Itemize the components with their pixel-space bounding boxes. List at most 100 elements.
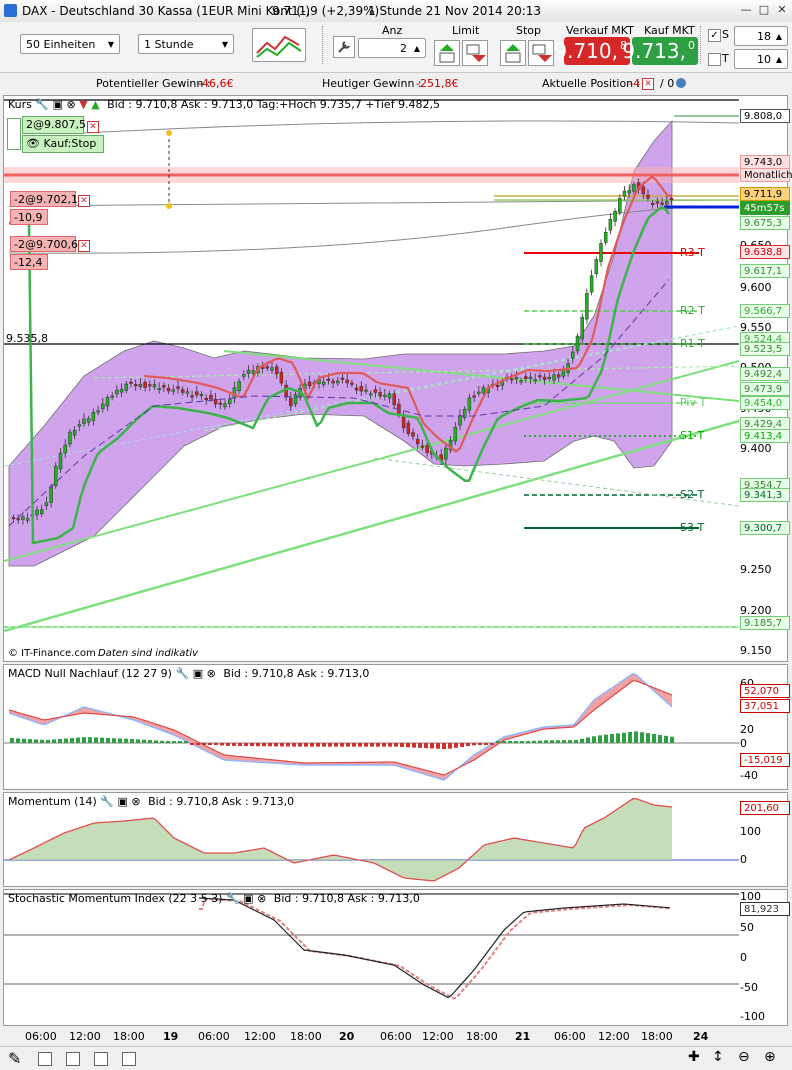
time-tick: 12:00 [598, 1030, 630, 1043]
close-icon[interactable]: ⊗ [257, 892, 267, 905]
candle [383, 394, 387, 397]
spinner-icon: ▲ [413, 44, 420, 53]
close-icon[interactable]: ✕ [777, 3, 787, 16]
candle [321, 381, 326, 385]
histogram-bar [664, 735, 668, 743]
histogram-bar [178, 741, 182, 743]
interval-select[interactable]: 1 Stunde ▼ [138, 34, 234, 54]
order-toolbar: 50 Einheiten ▼ 1 Stunde ▼ Anz 2 ▲ Limit Sto… [0, 22, 792, 73]
candle [11, 517, 16, 520]
histogram-bar [202, 743, 206, 745]
gear-icon[interactable] [676, 78, 686, 88]
candle [162, 385, 166, 388]
price-box: 9.617,1 [740, 264, 790, 278]
price-box: 9.185,7 [740, 616, 790, 630]
window-icon[interactable]: ▣ [117, 795, 128, 808]
candle [68, 431, 72, 445]
axis-label: -40 [740, 769, 758, 782]
chevron-down-icon: ▼ [221, 40, 228, 49]
time-tick: 06:00 [554, 1030, 586, 1043]
panel-info: Bid : 9.710,8 Ask : 9.713,0 [223, 667, 370, 680]
wrench-icon[interactable]: 🔧 [100, 795, 114, 808]
histogram-bar [10, 738, 14, 743]
move-icon[interactable]: ↕ [712, 1049, 724, 1065]
histogram-bar [268, 743, 272, 747]
time-tick: 20 [339, 1030, 355, 1043]
histogram-bar [28, 739, 32, 743]
zoom-in-icon[interactable]: ⊕ [764, 1049, 776, 1065]
histogram-bar [16, 738, 20, 743]
order-type-badge[interactable]: 👁 Kauf:Stop [22, 135, 104, 153]
wrench-icon[interactable]: 🔧 [175, 667, 190, 680]
histogram-bar [556, 740, 560, 743]
wrench-icon[interactable]: 🔧 [225, 892, 240, 905]
histogram-bar [184, 741, 188, 743]
panel-title: Kurs [8, 98, 32, 111]
wrench-icon[interactable] [333, 36, 355, 58]
pen-icon[interactable]: ✎ [8, 1049, 22, 1068]
histogram-bar [514, 741, 518, 743]
close-position-icon[interactable]: ✕ [78, 195, 90, 207]
close-icon[interactable]: ⊗ [66, 98, 76, 111]
window-icon[interactable]: ▣ [192, 667, 204, 680]
price-box: 9.523,5 [740, 342, 790, 356]
close-position-icon[interactable]: ✕ [642, 78, 654, 90]
s-spinner[interactable]: 18 ▲ [734, 26, 788, 46]
maximize-icon[interactable]: □ [758, 3, 770, 16]
smi-chart[interactable] [4, 890, 789, 1027]
anz-value: 2 [400, 42, 407, 55]
candle [148, 384, 152, 387]
wrench-icon[interactable]: 🔧 [35, 98, 50, 111]
histogram-bar [208, 743, 212, 745]
units-select[interactable]: 50 Einheiten ▼ [20, 34, 120, 54]
macd-chart[interactable] [4, 665, 789, 791]
candle [166, 387, 171, 392]
limit-buy-icon [439, 44, 455, 63]
zoom-out-icon[interactable]: ⊖ [738, 1049, 750, 1065]
grid-icon[interactable] [38, 1052, 52, 1066]
close-icon[interactable]: ⊗ [131, 795, 141, 808]
close-order-icon[interactable]: ✕ [87, 121, 99, 133]
signal-value-box: 37,051 [740, 699, 790, 713]
down-icon[interactable]: ▼ [79, 98, 88, 111]
price-chart[interactable] [4, 96, 789, 663]
columns-icon[interactable] [66, 1052, 80, 1066]
t-checkbox[interactable] [708, 53, 721, 66]
close-position-icon[interactable]: ✕ [78, 240, 90, 252]
crosshair-icon[interactable]: ✚ [688, 1049, 700, 1065]
buy-market-button[interactable]: 9.713, 0 [622, 37, 698, 65]
order-group-handle[interactable] [7, 118, 21, 150]
macd-panel: MACD Null Nachlauf (12 27 9) 🔧 ▣ ⊗ Bid :… [3, 664, 790, 791]
s-checkbox[interactable]: ✓ [708, 29, 721, 42]
histogram-bar [70, 738, 74, 743]
momentum-line [8, 798, 673, 882]
toolbar-divider [700, 26, 705, 64]
candle [406, 422, 411, 434]
stop-sell-button[interactable] [528, 40, 554, 66]
candle [138, 383, 143, 388]
buy-stop-order[interactable]: 2@9.807,5 [22, 116, 86, 134]
short-position-2[interactable]: -2@9.700,6 [10, 236, 78, 252]
list-icon[interactable] [94, 1052, 108, 1066]
histogram-bar [604, 734, 608, 743]
up-icon[interactable]: ▲ [91, 98, 100, 111]
t-spinner[interactable]: 10 ▲ [734, 49, 788, 69]
chart-type-button[interactable] [252, 28, 306, 62]
anz-spinner[interactable]: 2 ▲ [358, 38, 426, 58]
histogram-bar [118, 738, 122, 743]
window-icon[interactable]: ▣ [52, 98, 63, 111]
sell-market-button[interactable]: 9.710, 8 [554, 37, 630, 65]
limit-buy-button[interactable] [434, 40, 460, 66]
histogram-bar [346, 743, 350, 747]
short-position-1[interactable]: -2@9.702,1 [10, 191, 78, 207]
layout-icon[interactable] [122, 1052, 136, 1066]
limit-sell-button[interactable] [462, 40, 488, 66]
stop-buy-button[interactable] [500, 40, 526, 66]
window-icon[interactable]: ▣ [243, 892, 254, 905]
momentum-chart[interactable] [4, 793, 789, 888]
close-icon[interactable]: ⊗ [206, 667, 216, 680]
candle [585, 292, 589, 320]
minimize-icon[interactable]: — [740, 3, 752, 16]
candle [25, 518, 30, 521]
candle [49, 486, 53, 503]
